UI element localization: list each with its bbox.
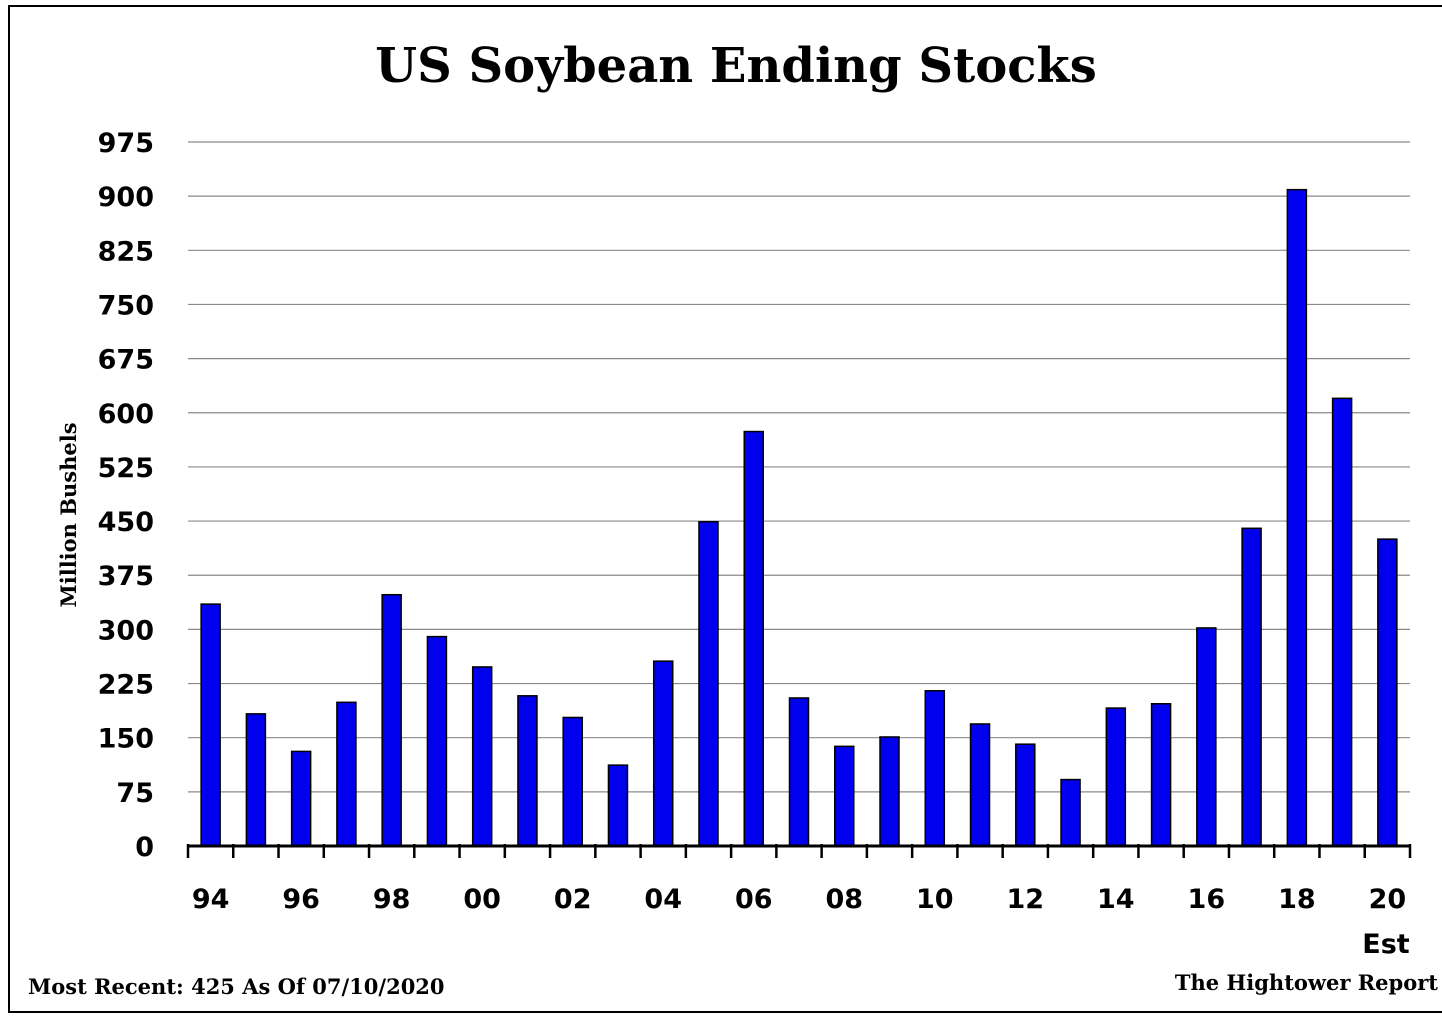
y-tick-label-675: 675 — [98, 345, 154, 376]
bar-99 — [426, 635, 448, 847]
bar-98 — [381, 593, 402, 847]
bar-11 — [969, 723, 991, 847]
x-tick-label-04: 04 — [644, 884, 682, 915]
bar-08 — [834, 745, 855, 847]
bar-03 — [607, 764, 629, 847]
y-axis-tick-labels: 0 75 150 225 300 375 450 525 600 675 750 825 900 975 — [98, 128, 154, 863]
y-tick-label-0: 0 — [135, 832, 154, 863]
bar-17 — [1241, 527, 1262, 847]
source-credit: The Hightower Report — [1175, 970, 1438, 995]
gridlines — [188, 141, 1410, 793]
bar-09 — [879, 736, 900, 847]
x-tick-label-12: 12 — [1007, 884, 1045, 915]
x-tick-label-98: 98 — [373, 884, 411, 915]
bar-18 — [1286, 188, 1308, 847]
bar-00 — [471, 666, 493, 847]
y-tick-label-225: 225 — [98, 670, 154, 701]
y-tick-label-750: 750 — [98, 290, 154, 321]
y-tick-label-450: 450 — [98, 507, 154, 538]
bar-01 — [517, 695, 538, 847]
x-tick-label-08: 08 — [825, 884, 863, 915]
bar-97 — [336, 701, 357, 847]
bar-20 — [1377, 538, 1398, 847]
x-tick-label-00: 00 — [463, 884, 501, 915]
bar-04 — [652, 660, 674, 847]
x-tick-label-16: 16 — [1188, 884, 1226, 915]
bar-15 — [1150, 703, 1172, 847]
x-tick-label-96: 96 — [282, 884, 320, 915]
x-tick-label-20: 20 — [1369, 884, 1407, 915]
bar-94 — [200, 603, 221, 847]
bar-19 — [1331, 397, 1353, 847]
bar-06 — [743, 430, 764, 847]
chart-frame — [8, 5, 1442, 1013]
x-tick-label-06: 06 — [735, 884, 773, 915]
y-tick-label-75: 75 — [116, 778, 154, 809]
most-recent-note: Most Recent: 425 As Of 07/10/2020 — [28, 974, 445, 999]
x-tick-label-02: 02 — [554, 884, 592, 915]
bar-96 — [290, 750, 312, 847]
y-tick-label-300: 300 — [98, 615, 154, 646]
x-tick-label-10: 10 — [916, 884, 954, 915]
y-axis-label: Million Bushels — [56, 422, 81, 607]
y-tick-label-150: 150 — [98, 724, 154, 755]
bar-07 — [788, 697, 810, 847]
x-tick-label-14: 14 — [1097, 884, 1135, 915]
y-tick-label-600: 600 — [98, 399, 154, 430]
bar-95 — [245, 713, 267, 847]
bar-05 — [698, 521, 719, 847]
bar-13 — [1060, 778, 1081, 847]
chart-title: US Soybean Ending Stocks — [375, 38, 1096, 94]
bar-14 — [1105, 707, 1127, 847]
x-axis-est-label: Est — [1362, 929, 1410, 960]
bar-12 — [1015, 743, 1036, 847]
y-tick-label-975: 975 — [98, 128, 154, 159]
y-tick-label-375: 375 — [98, 561, 154, 592]
x-axis-tick-labels: 94 96 98 00 02 04 06 08 10 12 14 16 18 20 — [192, 884, 1406, 915]
x-tick-label-18: 18 — [1278, 884, 1316, 915]
y-tick-label-825: 825 — [98, 236, 154, 267]
y-tick-label-525: 525 — [98, 453, 154, 484]
bar-16 — [1196, 627, 1217, 847]
x-axis — [186, 844, 1412, 858]
bars — [200, 188, 1398, 847]
bar-02 — [562, 716, 583, 847]
bar-10 — [924, 690, 946, 847]
x-tick-label-94: 94 — [192, 884, 230, 915]
y-tick-label-900: 900 — [98, 182, 154, 213]
